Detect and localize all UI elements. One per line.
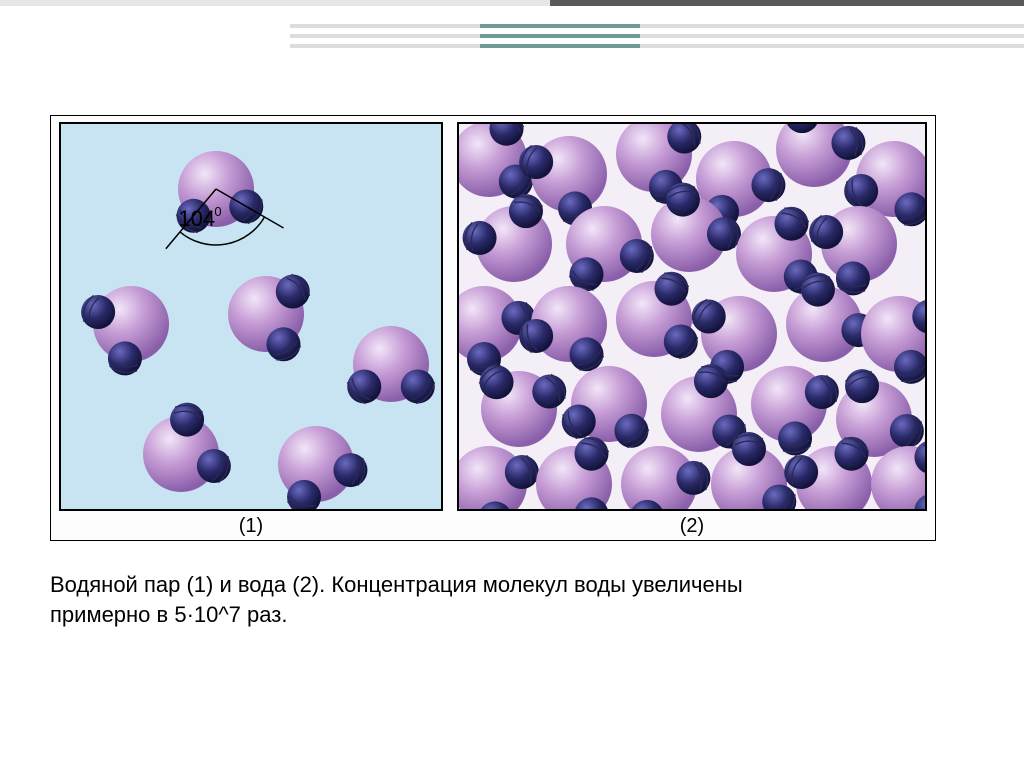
caption-line2: примерно в 5·10^7 раз. <box>50 602 287 627</box>
panel-1-wrap: 1040 (1) <box>59 122 443 538</box>
diagram-area: 1040 (1) (2) <box>50 115 936 541</box>
panel-2-label: (2) <box>680 515 704 538</box>
diagram-frame: 1040 (1) (2) <box>50 115 936 541</box>
panel-liquid <box>457 122 927 511</box>
caption: Водяной пар (1) и вода (2). Концентрация… <box>50 570 900 629</box>
panel-1-label: (1) <box>239 515 263 538</box>
svg-text:0: 0 <box>214 204 221 219</box>
svg-text:104: 104 <box>178 206 215 231</box>
caption-line1: Водяной пар (1) и вода (2). Концентрация… <box>50 572 743 597</box>
panel-2-wrap: (2) <box>457 122 927 538</box>
header-decoration <box>0 0 1024 60</box>
panel-vapor: 1040 <box>59 122 443 511</box>
